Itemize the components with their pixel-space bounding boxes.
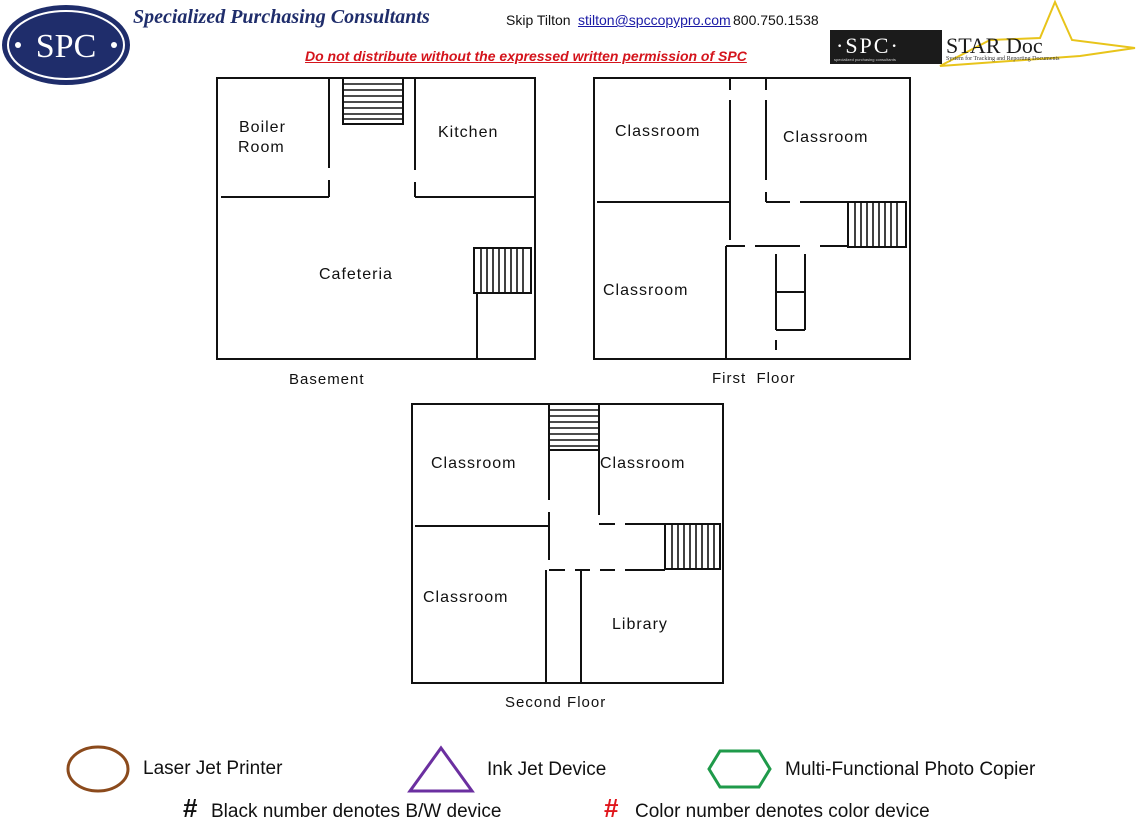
color-hash-icon: # bbox=[604, 793, 619, 823]
contact-phone: 800.750.1538 bbox=[733, 12, 819, 28]
contact-name: Skip Tilton bbox=[506, 12, 571, 28]
second-floor-stairs-top bbox=[548, 403, 600, 451]
second-floor-plan bbox=[411, 403, 724, 684]
star-outline-icon bbox=[939, 0, 1136, 67]
laser-printer-circle-icon bbox=[66, 745, 130, 793]
floor-label-second-floor: Second Floor bbox=[505, 694, 607, 711]
legend-laser-label: Laser Jet Printer bbox=[143, 758, 283, 779]
contact-email-link[interactable]: stilton@spccopypro.com bbox=[578, 12, 731, 28]
spc-logo: SPC bbox=[2, 5, 130, 85]
stardoc-tagline: System for Tracking and Reporting Docume… bbox=[946, 56, 1060, 62]
first-floor-stairs bbox=[847, 201, 907, 248]
second-floor-stair-treads bbox=[549, 409, 715, 569]
first-floor-plan bbox=[593, 77, 911, 360]
company-name: Specialized Purchasing Consultants bbox=[133, 6, 430, 28]
stardoc-brand: ·SPC· bbox=[836, 33, 900, 58]
room-label-classroom: Classroom bbox=[423, 589, 509, 606]
first-floor-stair-treads bbox=[854, 202, 898, 247]
room-label-classroom: Classroom bbox=[600, 455, 686, 472]
room-label-library: Library bbox=[612, 616, 668, 633]
room-label-kitchen: Kitchen bbox=[438, 124, 499, 141]
floor-label-basement: Basement bbox=[289, 371, 365, 388]
room-label-classroom: Classroom bbox=[615, 123, 701, 140]
basement-plan bbox=[216, 77, 536, 360]
room-label-classroom: Classroom bbox=[603, 282, 689, 299]
stardoc-name: STAR Doc bbox=[946, 33, 1043, 58]
floor-label-first-floor: First Floor bbox=[712, 370, 796, 387]
distribution-warning: Do not distribute without the expressed … bbox=[305, 48, 747, 64]
room-label-classroom: Classroom bbox=[431, 455, 517, 472]
legend-inkjet-label: Ink Jet Device bbox=[487, 759, 607, 780]
logo-text: SPC bbox=[36, 28, 97, 65]
inkjet-triangle-icon bbox=[407, 745, 475, 793]
basement-stairs-right bbox=[473, 247, 532, 294]
stardoc-brand-box bbox=[830, 30, 942, 64]
second-floor-stairs-right bbox=[664, 523, 721, 570]
stardoc-brand-tagline: specialized purchasing consultants bbox=[834, 57, 896, 62]
bw-hash-icon: # bbox=[183, 793, 198, 823]
basement-stairs-top bbox=[342, 77, 404, 125]
room-label-cafeteria: Cafeteria bbox=[319, 266, 393, 283]
legend-bw-note: Black number denotes B/W device bbox=[211, 801, 502, 822]
room-label-boiler-line1: Boiler bbox=[239, 119, 286, 136]
legend-mfp-label: Multi-Functional Photo Copier bbox=[785, 759, 1036, 780]
basement-stair-treads bbox=[343, 83, 524, 293]
room-label-boiler-line2: Room bbox=[238, 139, 285, 156]
mfp-hexagon-icon bbox=[707, 749, 772, 789]
legend-color-note: Color number denotes color device bbox=[635, 801, 930, 822]
room-label-classroom: Classroom bbox=[783, 129, 869, 146]
